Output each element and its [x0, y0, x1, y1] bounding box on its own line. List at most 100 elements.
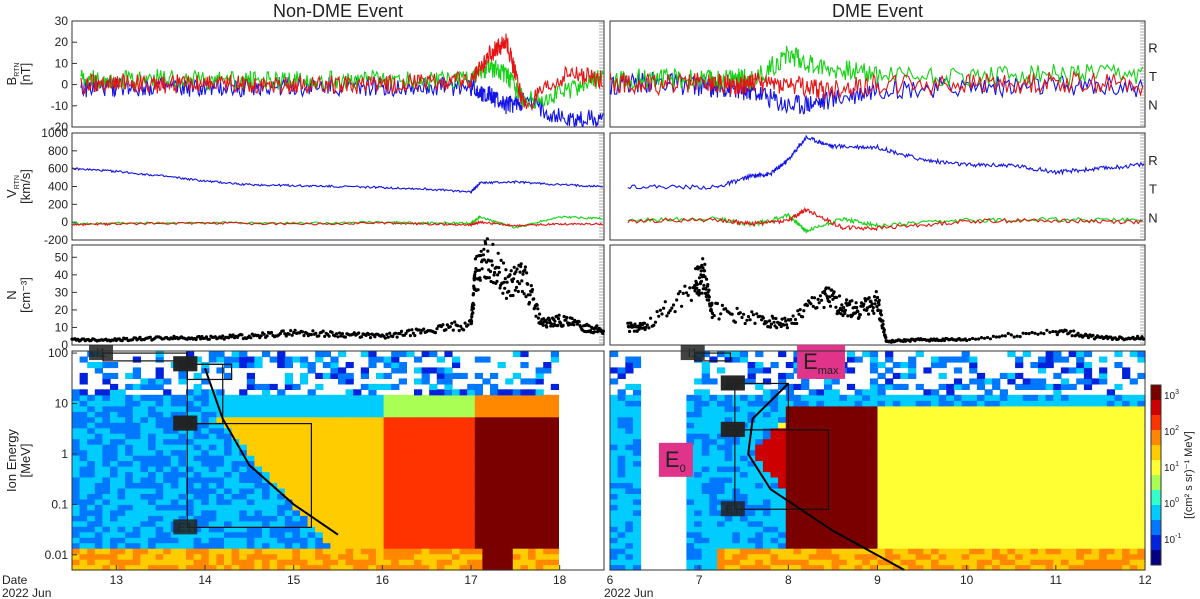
ion-left-cell — [376, 504, 385, 511]
ion-right-cell — [953, 504, 963, 511]
ion-left-cell — [467, 444, 476, 451]
ion-left-cell — [482, 548, 491, 555]
ion-right-cell — [778, 411, 787, 418]
ion-left-cell — [353, 493, 362, 500]
ion-right-cell — [816, 405, 825, 412]
ion-left-cell — [490, 416, 499, 423]
ion-right-cell — [755, 493, 764, 500]
n-left-point — [559, 321, 563, 325]
v-right-side-label-N: N — [1148, 211, 1157, 226]
ion-right-cell — [632, 526, 642, 533]
n-left-point — [487, 276, 491, 280]
ion-right-cell — [892, 427, 901, 434]
ion-left-cell — [482, 394, 491, 401]
ion-left-cell — [360, 553, 369, 560]
ion-right-cell — [915, 427, 924, 434]
ion-right-cell — [617, 438, 626, 445]
ion-left-cell — [520, 515, 529, 522]
ion-left-cell — [474, 548, 483, 555]
ion-left-cell — [72, 487, 81, 494]
ion-right-cell — [610, 548, 619, 555]
ion-left-cell — [452, 438, 461, 445]
ion-right-cell — [869, 449, 879, 456]
ion-left-cell — [110, 509, 119, 516]
ion-left-cell — [330, 394, 339, 401]
ion-left-cell — [110, 394, 119, 401]
v-left-ytick-label: 600 — [48, 162, 68, 176]
ion-right-cell — [617, 455, 626, 462]
n-left-point — [456, 324, 460, 328]
ion-left-cell — [459, 455, 468, 462]
ion-right-cell — [953, 531, 963, 538]
ion-right-cell — [938, 504, 947, 511]
ion-left-cell — [208, 493, 217, 500]
ion-left-cell — [368, 482, 377, 489]
ion-right-cell — [862, 504, 871, 511]
ion-left-cell — [269, 427, 278, 434]
ion-left-cell — [94, 367, 103, 374]
ion-left-cell — [262, 471, 271, 478]
n-right-point — [733, 320, 738, 324]
ion-right-cell — [632, 362, 642, 369]
ion-right-cell — [724, 493, 733, 500]
n-left-point — [511, 277, 516, 281]
n-left-point — [492, 273, 496, 277]
v-left-ylabel-unit: [km/s] — [18, 169, 33, 204]
ion-left-cell — [338, 411, 347, 418]
n-right-point — [858, 313, 862, 317]
n-left-point — [517, 282, 522, 286]
ion-left-cell — [436, 520, 445, 527]
ion-left-cell — [117, 504, 126, 511]
ion-left-cell — [193, 531, 202, 538]
ion-right-cell — [778, 559, 787, 566]
ion-left-cell — [520, 444, 529, 451]
ion-right-cell — [938, 559, 947, 566]
ion-right-cell — [808, 444, 817, 451]
ion-right-cell — [854, 466, 863, 473]
ion-right-cell — [701, 372, 710, 379]
ion-left-cell — [330, 498, 339, 505]
ion-right-cell — [785, 509, 794, 516]
ion-left-cell — [148, 493, 157, 500]
ion-left-cell — [269, 400, 278, 407]
ion-right-cell — [854, 482, 863, 489]
ion-left-cell — [429, 548, 438, 555]
ion-right-cell — [785, 520, 794, 527]
ion-left-cell — [406, 482, 415, 489]
ion-left-cell — [474, 394, 483, 401]
ion-right-cell — [739, 520, 749, 527]
ion-right-cell — [854, 520, 863, 527]
ion-left-cell — [376, 553, 385, 560]
ion-left-cell — [474, 383, 483, 390]
ion-right-cell — [739, 564, 749, 571]
ion-right-cell — [724, 531, 733, 538]
ion-right-cell — [724, 548, 733, 555]
ion-left-cell — [383, 531, 392, 538]
ion-right-cell — [839, 476, 848, 483]
ion-left-cell — [482, 476, 491, 483]
ion-left-cell — [391, 362, 400, 369]
ion-right-cell — [632, 515, 642, 522]
ion-left-cell — [421, 416, 430, 423]
ion-left-cell — [497, 482, 506, 489]
n-left-point — [536, 316, 541, 320]
ion-right-cell — [953, 378, 963, 385]
ion-right-cell — [846, 449, 856, 456]
ion-right-cell — [617, 504, 626, 511]
ion-left-cell — [436, 433, 445, 440]
ion-right-cell — [923, 493, 932, 500]
ion-right-cell — [770, 504, 779, 511]
n-right-point — [853, 311, 858, 315]
n-right-point — [697, 288, 701, 293]
ion-right-cell — [770, 498, 779, 505]
ion-left-cell — [490, 383, 499, 390]
ion-left-cell — [482, 455, 491, 462]
ion-right-cell — [739, 482, 749, 489]
ion-left-cell — [148, 378, 157, 385]
ion-left-cell — [94, 416, 103, 423]
ion-right-cell — [885, 416, 894, 423]
ion-left-cell — [79, 455, 88, 462]
ion-left-cell — [300, 394, 309, 401]
ion-right-cell — [755, 351, 764, 358]
ion-left-cell — [239, 438, 248, 445]
